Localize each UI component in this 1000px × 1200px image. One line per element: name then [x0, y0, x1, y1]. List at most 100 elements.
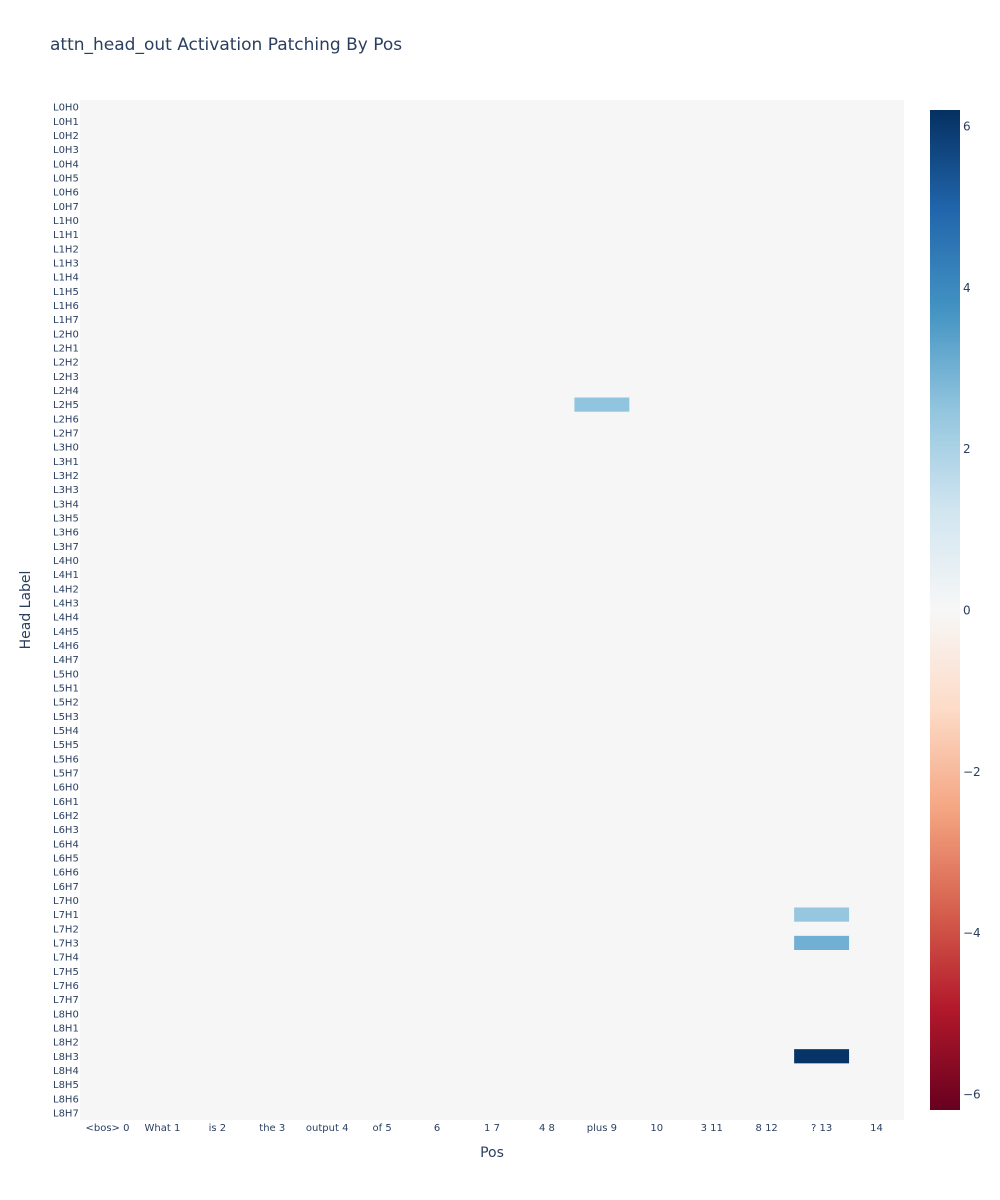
colorbar: [930, 110, 960, 1110]
x-tick-label: plus 9: [587, 1123, 617, 1134]
y-tick-label: L2H7: [53, 428, 79, 439]
y-tick-label: L7H3: [53, 938, 79, 949]
x-tick-label: the 3: [259, 1123, 285, 1134]
y-tick-label: L7H1: [53, 910, 79, 921]
y-tick-label: L4H6: [53, 641, 79, 652]
y-tick-label: L2H5: [53, 400, 79, 411]
y-tick-label: L4H4: [53, 613, 79, 624]
y-tick-label: L6H0: [53, 783, 79, 794]
y-tick-label: L7H6: [53, 981, 79, 992]
y-tick-label: L1H4: [53, 273, 79, 284]
y-tick-label: L1H7: [53, 315, 79, 326]
y-tick-label: L1H0: [53, 216, 79, 227]
y-tick-label: L2H6: [53, 414, 79, 425]
chart-title: attn_head_out Activation Patching By Pos: [50, 35, 402, 55]
y-tick-label: L6H6: [53, 868, 79, 879]
y-tick-label: L6H5: [53, 853, 79, 864]
x-tick-label: 3 11: [701, 1123, 723, 1134]
y-tick-label: L4H3: [53, 598, 79, 609]
y-tick-label: L7H7: [53, 995, 79, 1006]
y-tick-label: L0H4: [53, 159, 79, 170]
y-tick-label: L8H4: [53, 1066, 79, 1077]
y-tick-label: L8H3: [53, 1052, 79, 1063]
colorbar-tick-label: 6: [963, 120, 971, 134]
y-tick-label: L5H1: [53, 683, 79, 694]
y-tick-label: L1H6: [53, 301, 79, 312]
x-tick-labels: <bos> 0 What 1 is 2 the 3 output 4 of 5 6 1 7 4 …: [85, 1123, 882, 1134]
y-tick-label: L7H5: [53, 967, 79, 978]
y-tick-label: L5H7: [53, 768, 79, 779]
y-axis-title: Head Label: [18, 571, 34, 650]
y-tick-label: L3H5: [53, 513, 79, 524]
y-tick-label: L6H4: [53, 839, 79, 850]
y-tick-label: L6H3: [53, 825, 79, 836]
heatmap-cell: [794, 1049, 850, 1064]
y-tick-label: L3H7: [53, 542, 79, 553]
colorbar-tick-label: 2: [963, 442, 971, 456]
y-tick-label: L4H7: [53, 655, 79, 666]
y-tick-label: L7H0: [53, 896, 79, 907]
y-tick-label: L2H1: [53, 343, 79, 354]
y-tick-label: L5H6: [53, 754, 79, 765]
heatmap-cell: [574, 397, 630, 412]
y-tick-label: L1H1: [53, 230, 79, 241]
heatmap-cells: [574, 397, 850, 1064]
y-tick-label: L2H0: [53, 329, 79, 340]
colorbar-tick-label: −4: [963, 926, 981, 940]
y-tick-label: L2H4: [53, 386, 79, 397]
colorbar-tick-label: −2: [963, 765, 981, 779]
colorbar-tick-labels: 6 4 2 0 −2 −4 −6: [963, 120, 981, 1102]
y-tick-label: L1H3: [53, 258, 79, 269]
y-tick-label: L0H2: [53, 131, 79, 142]
y-tick-label: L4H2: [53, 584, 79, 595]
x-tick-label: <bos> 0: [85, 1123, 129, 1134]
x-tick-label: 6: [434, 1123, 440, 1134]
plot-background: [80, 100, 904, 1120]
y-tick-label: L8H1: [53, 1023, 79, 1034]
x-tick-label: ? 13: [811, 1123, 832, 1134]
y-tick-label: L6H2: [53, 811, 79, 822]
y-tick-label: L3H6: [53, 528, 79, 539]
y-tick-label: L8H0: [53, 1009, 79, 1020]
y-tick-label: L6H1: [53, 797, 79, 808]
heatmap-cell: [794, 907, 850, 922]
y-tick-label: L5H5: [53, 740, 79, 751]
y-tick-label: L8H7: [53, 1108, 79, 1119]
heatmap-cell: [794, 935, 850, 950]
y-tick-label: L0H6: [53, 188, 79, 199]
y-tick-label: L5H0: [53, 669, 79, 680]
colorbar-tick-label: 4: [963, 281, 971, 295]
y-tick-label: L8H5: [53, 1080, 79, 1091]
x-tick-label: output 4: [306, 1123, 349, 1134]
y-tick-label: L8H6: [53, 1094, 79, 1105]
y-tick-label: L5H3: [53, 712, 79, 723]
y-tick-label: L4H1: [53, 570, 79, 581]
colorbar-tick-label: −6: [963, 1087, 981, 1101]
x-tick-label: What 1: [144, 1123, 180, 1134]
y-tick-label: L1H2: [53, 244, 79, 255]
y-tick-label: L7H4: [53, 953, 79, 964]
y-tick-label: L3H1: [53, 457, 79, 468]
y-tick-label: L0H7: [53, 202, 79, 213]
y-tick-label: L0H3: [53, 145, 79, 156]
x-axis-title: Pos: [480, 1145, 504, 1161]
y-tick-labels: L0H0 L0H1 L0H2 L0H3 L0H4 L0H5 L0H6 L0H7 L1H0 L1H1…: [53, 103, 79, 1120]
x-tick-label: 8 12: [756, 1123, 778, 1134]
y-tick-label: L2H2: [53, 358, 79, 369]
y-tick-label: L0H1: [53, 117, 79, 128]
x-tick-label: 1 7: [484, 1123, 500, 1134]
y-tick-label: L3H3: [53, 485, 79, 496]
y-tick-label: L5H4: [53, 726, 79, 737]
y-tick-label: L3H0: [53, 443, 79, 454]
x-tick-label: 4 8: [539, 1123, 555, 1134]
y-tick-label: L7H2: [53, 924, 79, 935]
y-tick-label: L4H0: [53, 556, 79, 567]
y-tick-label: L5H2: [53, 698, 79, 709]
y-tick-label: L0H0: [53, 103, 79, 114]
y-tick-label: L4H5: [53, 627, 79, 638]
y-tick-label: L6H7: [53, 882, 79, 893]
x-tick-label: 14: [870, 1123, 883, 1134]
x-tick-label: of 5: [373, 1123, 392, 1134]
y-tick-label: L0H5: [53, 173, 79, 184]
